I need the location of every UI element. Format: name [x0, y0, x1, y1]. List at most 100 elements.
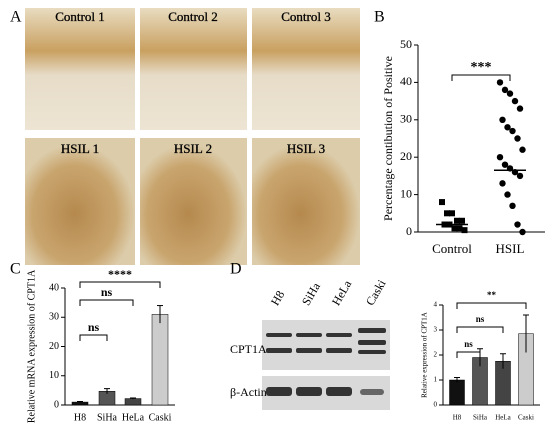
western-blot: [262, 320, 390, 410]
y-tick-label: 0: [434, 401, 438, 409]
data-point: [451, 225, 458, 232]
micrograph: [25, 138, 135, 265]
x-tick-label: SiHa: [473, 414, 488, 422]
data-point: [439, 199, 445, 206]
y-tick-label: 10: [49, 370, 59, 381]
significance-bracket: [456, 302, 527, 309]
micrograph: [140, 8, 247, 130]
panel-letter: A: [10, 9, 22, 26]
significance-label: **: [487, 290, 497, 300]
micrograph-label: HSIL 3: [287, 141, 325, 156]
y-tick-label: 40: [400, 74, 412, 88]
data-point: [509, 127, 516, 135]
y-tick-label: 40: [49, 282, 59, 293]
data-point: [514, 135, 521, 142]
panel-letter: C: [10, 261, 21, 278]
panel-letter: D: [230, 261, 242, 278]
data-point: [496, 79, 504, 86]
band: [266, 333, 292, 337]
y-tick-label: 10: [400, 186, 412, 200]
bar: [449, 379, 465, 406]
micrograph: [25, 8, 135, 130]
band: [296, 387, 322, 396]
x-tick-label: Caski: [518, 414, 534, 422]
y-tick-label: 50: [400, 37, 412, 51]
significance-bracket: [79, 334, 108, 341]
y-axis-label: Relative mRNA expression of CPT1A: [26, 269, 37, 423]
micrograph-label: HSIL 1: [61, 141, 99, 156]
data-point: [511, 97, 519, 105]
micrograph-label: HSIL 2: [174, 141, 212, 156]
x-tick-label: Control: [432, 241, 472, 256]
y-tick-label: 0: [54, 399, 59, 410]
data-point: [506, 90, 514, 97]
significance-bracket: [451, 74, 511, 81]
bar: [151, 314, 169, 406]
data-point: [454, 217, 460, 224]
data-point: [519, 146, 526, 153]
band: [266, 387, 292, 396]
lane-label: SiHa: [299, 280, 323, 308]
band: [358, 328, 386, 333]
micrograph: [252, 138, 360, 265]
band: [326, 387, 352, 396]
y-tick-label: 0: [406, 224, 412, 238]
significance-bracket: [79, 281, 161, 288]
band: [326, 348, 352, 353]
y-tick-label: 30: [49, 312, 59, 323]
y-tick-label: 2: [434, 351, 438, 359]
lane-label: Caski: [363, 277, 389, 308]
micrograph: [140, 138, 247, 265]
band: [266, 348, 292, 353]
significance-label: ns: [464, 339, 473, 349]
blot-row-label: β-Actin: [230, 385, 267, 399]
data-point: [456, 225, 463, 232]
y-tick-label: 20: [49, 341, 59, 352]
band: [358, 340, 386, 345]
significance-label: ****: [108, 267, 132, 281]
data-point: [504, 191, 511, 198]
significance-bracket: [456, 326, 504, 333]
data-point: [519, 228, 526, 236]
data-point: [499, 116, 506, 124]
significance-bracket: [456, 351, 481, 358]
significance-bracket: [79, 299, 134, 306]
x-tick-label: HeLa: [495, 414, 511, 422]
x-tick-label: HSIL: [496, 241, 525, 256]
y-axis-label: Percentage contibution of Positive: [381, 56, 395, 221]
data-point: [444, 210, 450, 217]
data-point: [514, 221, 521, 228]
lane-label: HeLa: [329, 277, 355, 308]
data-point: [449, 210, 455, 217]
data-point: [516, 105, 524, 112]
x-tick-label: H8: [453, 414, 462, 422]
y-tick-label: 4: [434, 301, 438, 309]
significance-label: ns: [476, 314, 485, 324]
band: [360, 389, 384, 395]
x-tick-label: HeLa: [122, 412, 145, 423]
band: [326, 333, 352, 337]
band: [296, 348, 322, 353]
data-point: [509, 202, 516, 210]
data-point: [459, 217, 465, 224]
x-tick-label: H8: [74, 412, 86, 423]
micrograph-label: Control 1: [55, 9, 104, 24]
significance-label: ***: [471, 60, 492, 75]
y-tick-label: 1: [434, 376, 438, 384]
panel-letter: B: [374, 9, 385, 26]
micrographs: [25, 8, 360, 265]
blot-row-label: CPT1A: [230, 342, 267, 356]
significance-label: ns: [101, 285, 113, 299]
y-axis-label: Relative expression of CPT1A: [421, 312, 429, 398]
y-tick-label: 3: [434, 326, 438, 334]
data-point: [496, 154, 504, 161]
micrograph-label: Control 3: [281, 9, 330, 24]
micrograph: [252, 8, 360, 130]
y-tick-label: 20: [400, 149, 412, 163]
data-point: [516, 172, 524, 180]
x-tick-label: SiHa: [97, 412, 118, 423]
band: [296, 333, 322, 337]
band: [358, 350, 386, 354]
data-point: [501, 86, 509, 94]
